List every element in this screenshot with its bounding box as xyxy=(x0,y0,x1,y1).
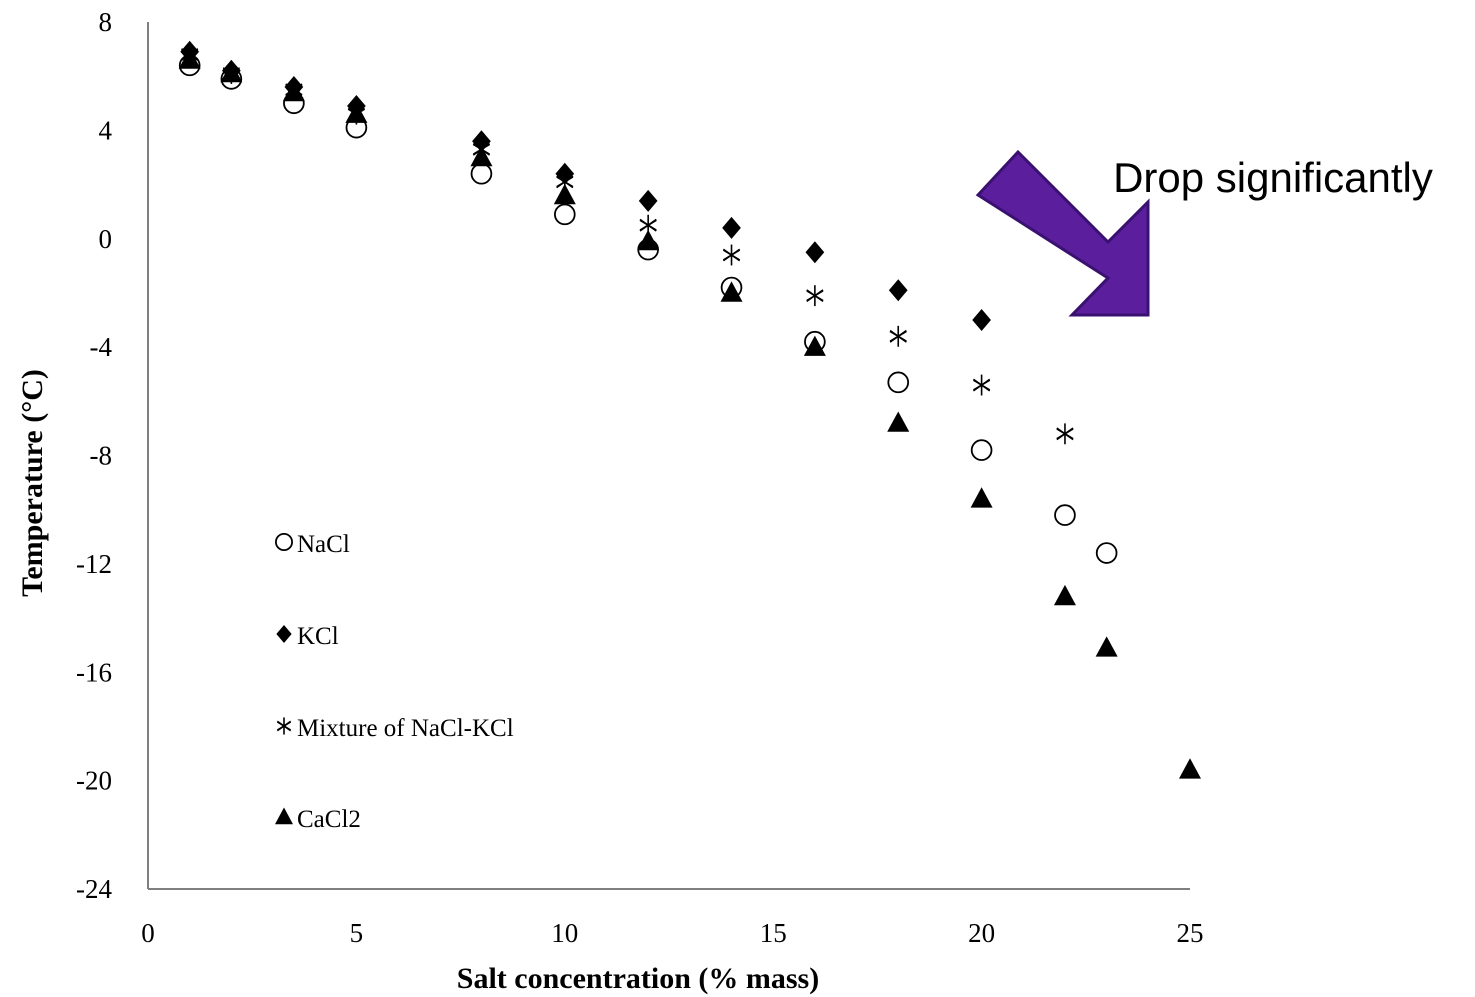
data-point xyxy=(970,439,993,461)
data-point xyxy=(470,162,493,185)
axes xyxy=(147,22,1190,890)
data-point xyxy=(1095,636,1118,657)
data-point xyxy=(887,411,910,432)
data-point xyxy=(553,183,576,205)
y-tick-label: 0 xyxy=(99,224,113,254)
series-nacl xyxy=(178,54,1118,564)
data-point xyxy=(889,325,907,347)
data-point xyxy=(638,189,658,212)
data-point xyxy=(1095,542,1118,564)
y-tick-label: -24 xyxy=(76,874,112,904)
data-point xyxy=(637,229,660,251)
legend-marker-icon xyxy=(275,807,293,825)
y-axis-title: Temperature (°C) xyxy=(16,369,49,597)
legend-item: Mixture of NaCl-KCl xyxy=(276,715,514,742)
legend-marker-icon xyxy=(274,533,293,552)
data-point xyxy=(1056,423,1074,445)
y-tick-label: -20 xyxy=(76,766,112,796)
legend-marker-icon xyxy=(276,717,292,735)
arrow-icon xyxy=(975,149,1150,317)
y-tick-label: 8 xyxy=(99,7,113,37)
legend: NaCl KCl Mixture of NaCl-KCl CaCl2 xyxy=(274,531,514,833)
data-point xyxy=(1179,758,1201,779)
data-point xyxy=(887,371,910,394)
legend-item: CaCl2 xyxy=(275,806,361,833)
legend-label: Mixture of NaCl-KCl xyxy=(297,715,514,742)
data-point xyxy=(805,241,825,264)
data-points xyxy=(178,40,1201,779)
y-tick-label: -16 xyxy=(76,657,112,687)
data-point xyxy=(722,244,741,266)
x-axis-title: Salt concentration (% mass) xyxy=(457,962,819,995)
data-point xyxy=(553,203,576,226)
legend-label: NaCl xyxy=(297,531,350,558)
x-tick-labels: 0 5 10 15 20 25 xyxy=(141,918,1203,948)
x-tick-label: 15 xyxy=(760,918,787,948)
data-point xyxy=(806,285,824,307)
data-point xyxy=(1054,504,1076,526)
series-mixture-of-nacl-kcl xyxy=(181,44,1074,445)
data-point xyxy=(220,61,243,83)
data-point xyxy=(972,309,991,332)
data-point xyxy=(803,335,826,356)
y-tick-label: -4 xyxy=(90,332,113,362)
legend-item: NaCl xyxy=(274,531,350,558)
x-tick-label: 0 xyxy=(141,918,155,948)
data-point xyxy=(888,279,908,302)
x-tick-label: 20 xyxy=(968,918,995,948)
legend-label: CaCl2 xyxy=(297,806,361,833)
data-point xyxy=(970,487,993,508)
data-point xyxy=(345,102,368,123)
data-point xyxy=(639,214,657,236)
data-point xyxy=(722,216,741,239)
data-point xyxy=(470,145,493,167)
annotation: Drop significantly xyxy=(975,149,1433,317)
data-point xyxy=(1053,584,1076,606)
y-tick-label: -12 xyxy=(76,549,112,579)
x-tick-label: 25 xyxy=(1177,918,1204,948)
y-tick-label: -8 xyxy=(90,441,113,471)
data-point xyxy=(178,48,201,69)
legend-item: KCl xyxy=(276,623,339,650)
legend-label: KCl xyxy=(297,623,339,650)
annotation-text: Drop significantly xyxy=(1113,154,1433,201)
data-point xyxy=(720,281,743,302)
data-point xyxy=(282,80,305,102)
y-tick-label: 4 xyxy=(99,115,113,145)
data-point xyxy=(556,171,574,193)
x-tick-label: 10 xyxy=(551,918,578,948)
legend-marker-icon xyxy=(276,625,292,643)
data-point xyxy=(972,374,991,396)
y-tick-labels: 8 4 0 -4 -8 -12 -16 -20 -24 xyxy=(76,7,113,904)
x-tick-label: 5 xyxy=(350,918,364,948)
series-cacl2 xyxy=(178,48,1201,779)
